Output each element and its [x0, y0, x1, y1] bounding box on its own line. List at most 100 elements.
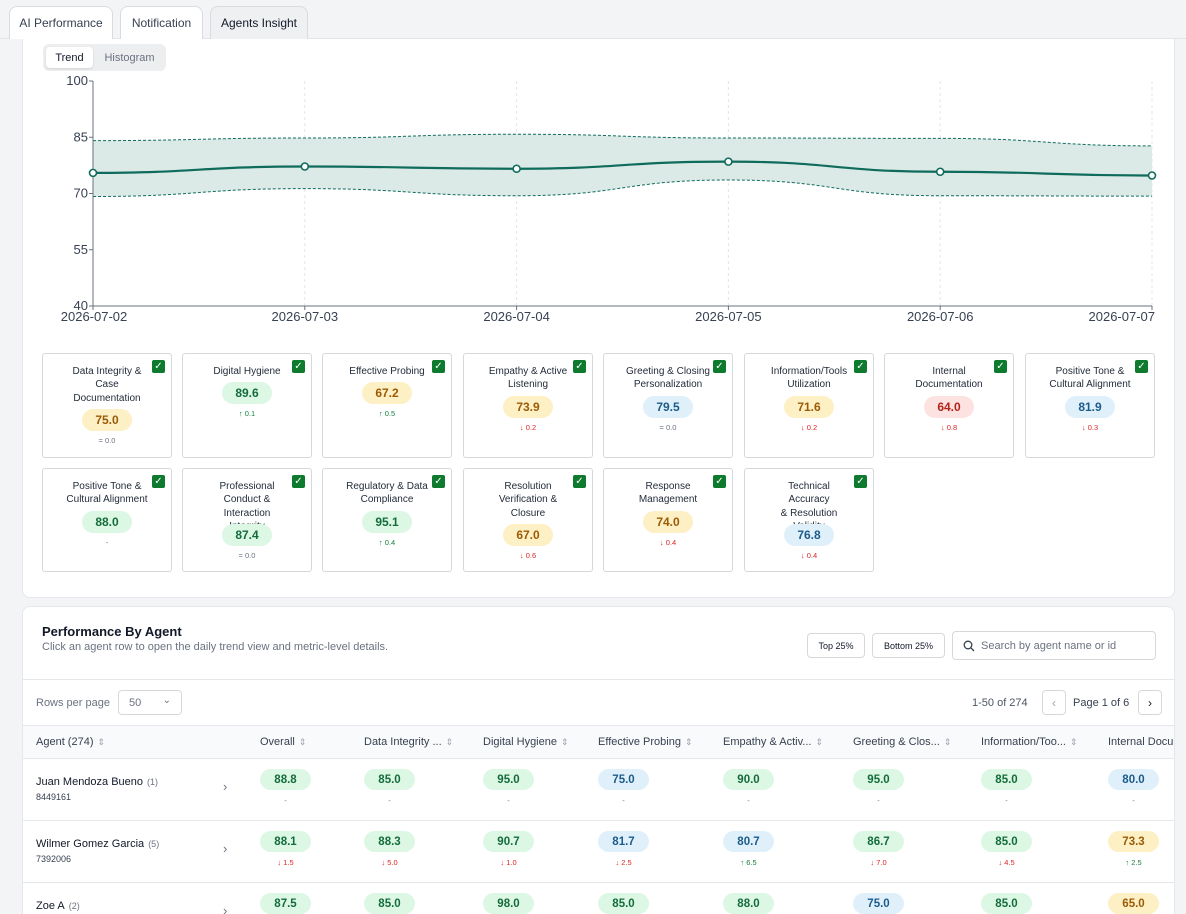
metric-card[interactable]: ✓ Effective Probing 67.2 ↑ 0.5: [322, 353, 452, 458]
column-header-label: Overall: [260, 736, 295, 748]
score-delta: -: [388, 796, 391, 805]
page-indicator: Page 1 of 6: [1073, 697, 1130, 709]
chevron-right-icon[interactable]: ›: [223, 779, 228, 794]
column-header-label: Digital Hygiene: [483, 736, 557, 748]
metric-card[interactable]: ✓ Regulatory & Data Compliance 95.1 ↑ 0.4: [322, 468, 452, 572]
tab-ai-performance[interactable]: AI Performance: [9, 6, 113, 39]
data-point: [1147, 171, 1157, 180]
checkbox-checked-icon[interactable]: ✓: [432, 475, 445, 488]
top-25-button[interactable]: Top 25%: [807, 633, 865, 658]
y-tick-label: 70: [74, 186, 88, 201]
metric-card[interactable]: ✓ Digital Hygiene 89.6 ↑ 0.1: [182, 353, 312, 458]
chevron-right-icon[interactable]: ›: [223, 903, 228, 914]
metric-score-badge: 95.1: [362, 510, 412, 533]
score-badge: 85.0: [981, 769, 1032, 790]
chevron-right-icon[interactable]: ›: [223, 841, 228, 856]
checkbox-checked-icon[interactable]: ✓: [854, 475, 867, 488]
column-header[interactable]: Overall ⇕: [260, 736, 306, 748]
table-row[interactable]: Wilmer Gomez Garcia (5) 7392006 › 88.1 ↓ 1.5 8…: [23, 821, 1174, 883]
agent-id: 7392006: [36, 854, 72, 864]
next-page-button[interactable]: ›: [1138, 690, 1162, 715]
checkbox-checked-icon[interactable]: ✓: [432, 360, 445, 373]
view-toggle: Trend Histogram: [43, 44, 166, 71]
rows-per-page-value: 50: [129, 697, 142, 709]
column-header[interactable]: Internal Docum: [1108, 736, 1174, 748]
search-input[interactable]: [981, 638, 1149, 654]
checkbox-checked-icon[interactable]: ✓: [152, 475, 165, 488]
metric-title-line: Professional: [219, 481, 275, 492]
checkbox-checked-icon[interactable]: ✓: [713, 475, 726, 488]
data-point: [88, 168, 98, 178]
checkbox-checked-icon[interactable]: ✓: [152, 360, 165, 373]
metric-score-badge: 87.4: [222, 523, 272, 546]
prev-page-button[interactable]: ‹: [1042, 690, 1066, 715]
column-header[interactable]: Effective Probing ⇕: [598, 736, 693, 748]
chevron-left-icon: ‹: [1052, 695, 1056, 710]
metric-title: Effective Probing: [345, 365, 429, 378]
histogram-toggle-button[interactable]: Histogram: [104, 51, 155, 64]
bottom-25-button[interactable]: Bottom 25%: [872, 633, 945, 658]
data-point: [300, 162, 310, 171]
metric-card[interactable]: ✓ Data Integrity & Case Documentation 75.0 = …: [42, 353, 172, 458]
score-badge: 88.3: [364, 831, 415, 852]
score-badge: 88.8: [260, 769, 311, 790]
checkbox-checked-icon[interactable]: ✓: [573, 475, 586, 488]
checkbox-checked-icon[interactable]: ✓: [292, 360, 305, 373]
metric-card[interactable]: ✓ Resolution Verification & Closure 67.0 ↓ 0.…: [463, 468, 593, 572]
checkbox-checked-icon[interactable]: ✓: [1135, 360, 1148, 373]
column-header[interactable]: Information/Too... ⇕: [981, 736, 1078, 748]
column-header-label: Agent (274): [36, 736, 94, 748]
score-badge: 85.0: [981, 831, 1032, 852]
upper-bound-line: [92, 133, 1153, 147]
metric-score-badge: 64.0: [924, 395, 974, 418]
metric-title-line: Verification &: [498, 494, 558, 506]
checkbox-checked-icon[interactable]: ✓: [994, 360, 1007, 373]
metric-card[interactable]: ✓Technical Accuracy& ResolutionValidity7…: [744, 468, 874, 572]
metric-card[interactable]: ✓ Positive Tone & Cultural Alignment 88.0 -: [42, 468, 172, 572]
metric-card[interactable]: ✓ Response Management 74.0 ↓ 0.4: [603, 468, 733, 572]
row-range: 1-50 of 274: [972, 697, 1028, 709]
score-delta: ↑ 2.5: [1125, 858, 1142, 867]
score-delta: -: [1132, 796, 1135, 805]
column-header-label: Effective Probing: [598, 736, 681, 748]
trend-toggle-button[interactable]: Trend: [46, 47, 93, 68]
column-header[interactable]: Empathy & Activ... ⇕: [723, 736, 823, 748]
tab-agents-insight[interactable]: Agents Insight: [210, 6, 308, 39]
column-header[interactable]: Digital Hygiene ⇕: [483, 736, 569, 748]
metric-score-badge: 71.6: [784, 395, 834, 418]
checkbox-checked-icon[interactable]: ✓: [713, 360, 726, 373]
metric-title-line: Documentation: [915, 379, 983, 391]
metric-card[interactable]: ✓ Empathy & Active Listening 73.9 ↓ 0.2: [463, 353, 593, 458]
column-header[interactable]: Data Integrity ... ⇕: [364, 736, 453, 748]
rows-per-page-select[interactable]: 50 ⌄: [118, 690, 182, 715]
section-subtitle: Click an agent row to open the daily tre…: [42, 641, 389, 653]
agent-session-count: (2): [68, 901, 80, 911]
checkbox-checked-icon[interactable]: ✓: [292, 475, 305, 488]
sort-icon: ⇕: [445, 737, 454, 747]
score-delta: -: [507, 796, 510, 805]
metric-score-badge: 81.9: [1065, 395, 1115, 418]
metric-score-badge: 79.5: [643, 395, 693, 418]
metric-delta: ↓ 0.4: [800, 550, 818, 560]
column-header[interactable]: Agent (274) ⇕: [36, 736, 105, 748]
metric-title: Empathy & Active Listening: [486, 365, 570, 392]
metric-title-line: Case: [95, 379, 119, 391]
metric-card[interactable]: ✓ Information/Tools Utilization 71.6 ↓ 0.2: [744, 353, 874, 458]
table-row[interactable]: Juan Mendoza Bueno (1) 8449161 › 88.8 - 85.0 - 9…: [23, 759, 1174, 821]
tab-notification[interactable]: Notification: [120, 6, 203, 39]
score-badge: 73.3: [1108, 831, 1159, 852]
checkbox-checked-icon[interactable]: ✓: [573, 360, 586, 373]
table-row[interactable]: Zoe A (2) › 87.5 85.0 98.0 85.0 88.0 75.0 85.0 65.…: [23, 883, 1174, 914]
column-header[interactable]: Greeting & Clos... ⇕: [853, 736, 951, 748]
x-tick-label: 2026-07-04: [483, 309, 550, 324]
metric-card[interactable]: ✓ Greeting & Closing Personalization 79.5 = …: [603, 353, 733, 458]
metric-card[interactable]: ✓ Positive Tone & Cultural Alignment 81.9 ↓ …: [1025, 353, 1155, 458]
data-point: [724, 157, 733, 166]
score-badge: 81.7: [598, 831, 649, 852]
checkbox-checked-icon[interactable]: ✓: [854, 360, 867, 373]
metric-card[interactable]: ✓ Internal Documentation 64.0 ↓ 0.8: [884, 353, 1014, 458]
metric-title: Positive Tone & Cultural Alignment: [65, 480, 149, 507]
score-delta: ↓ 7.0: [870, 858, 887, 867]
lower-bound-line: [92, 179, 1153, 197]
